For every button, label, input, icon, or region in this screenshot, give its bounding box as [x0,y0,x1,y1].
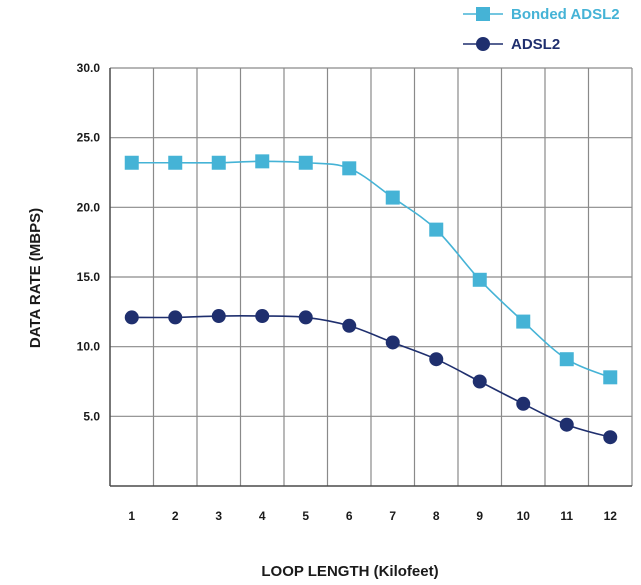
data-point-square [124,155,139,170]
y-tick-label: 25.0 [77,131,101,145]
data-point-square [603,370,618,385]
data-point-square [429,222,444,237]
legend: Bonded ADSL2 ADSL2 [463,6,620,53]
axes [109,68,632,487]
data-point-circle [385,335,400,350]
x-tick-labels: 1 2 3 4 5 6 7 8 9 10 11 12 [128,509,617,523]
data-point-circle [429,352,444,367]
grid [110,67,633,486]
series-adsl2 [124,309,618,445]
data-point-circle [124,310,139,325]
data-point-circle [516,396,531,411]
legend-label: ADSL2 [511,36,560,53]
y-tick-label: 10.0 [77,340,101,354]
data-point-circle [255,309,270,324]
legend-item: ADSL2 [463,36,560,53]
y-axis-title: DATA RATE (MBPS) [27,208,44,348]
x-tick-label: 10 [517,509,531,523]
data-point-square [472,272,487,287]
y-tick-label: 15.0 [77,270,101,284]
data-point-square [559,352,574,367]
data-point-square [385,190,400,205]
data-point-circle [559,417,574,432]
x-tick-label: 11 [560,509,573,523]
x-tick-label: 4 [259,509,266,523]
data-point-square [342,161,357,176]
legend-label: Bonded ADSL2 [511,6,620,23]
y-tick-label: 5.0 [83,409,100,423]
x-tick-label: 12 [604,509,618,523]
data-point-square [211,155,226,170]
legend-marker-circle [476,37,490,51]
x-axis-title: LOOP LENGTH (Kilofeet) [261,563,438,580]
data-point-square [255,154,270,169]
data-point-circle [342,318,357,333]
x-tick-label: 7 [389,509,396,523]
x-tick-label: 1 [128,509,135,523]
y-tick-label: 20.0 [77,200,101,214]
data-point-circle [211,309,226,324]
x-tick-label: 9 [476,509,483,523]
data-point-circle [472,374,487,389]
x-tick-label: 2 [172,509,179,523]
x-tick-label: 5 [302,509,309,523]
x-tick-label: 3 [215,509,222,523]
legend-marker-square [476,7,490,21]
data-point-square [516,314,531,329]
series-bonded-adsl2 [124,154,618,385]
x-tick-label: 6 [346,509,353,523]
data-point-circle [298,310,313,325]
data-point-circle [603,430,618,445]
data-point-square [298,155,313,170]
y-tick-labels: 5.0 10.0 15.0 20.0 25.0 30.0 [77,61,101,423]
y-tick-label: 30.0 [77,61,101,75]
data-point-square [168,155,183,170]
data-point-circle [168,310,183,325]
legend-item: Bonded ADSL2 [463,6,620,23]
x-tick-label: 8 [433,509,440,523]
series-layer [124,154,618,445]
